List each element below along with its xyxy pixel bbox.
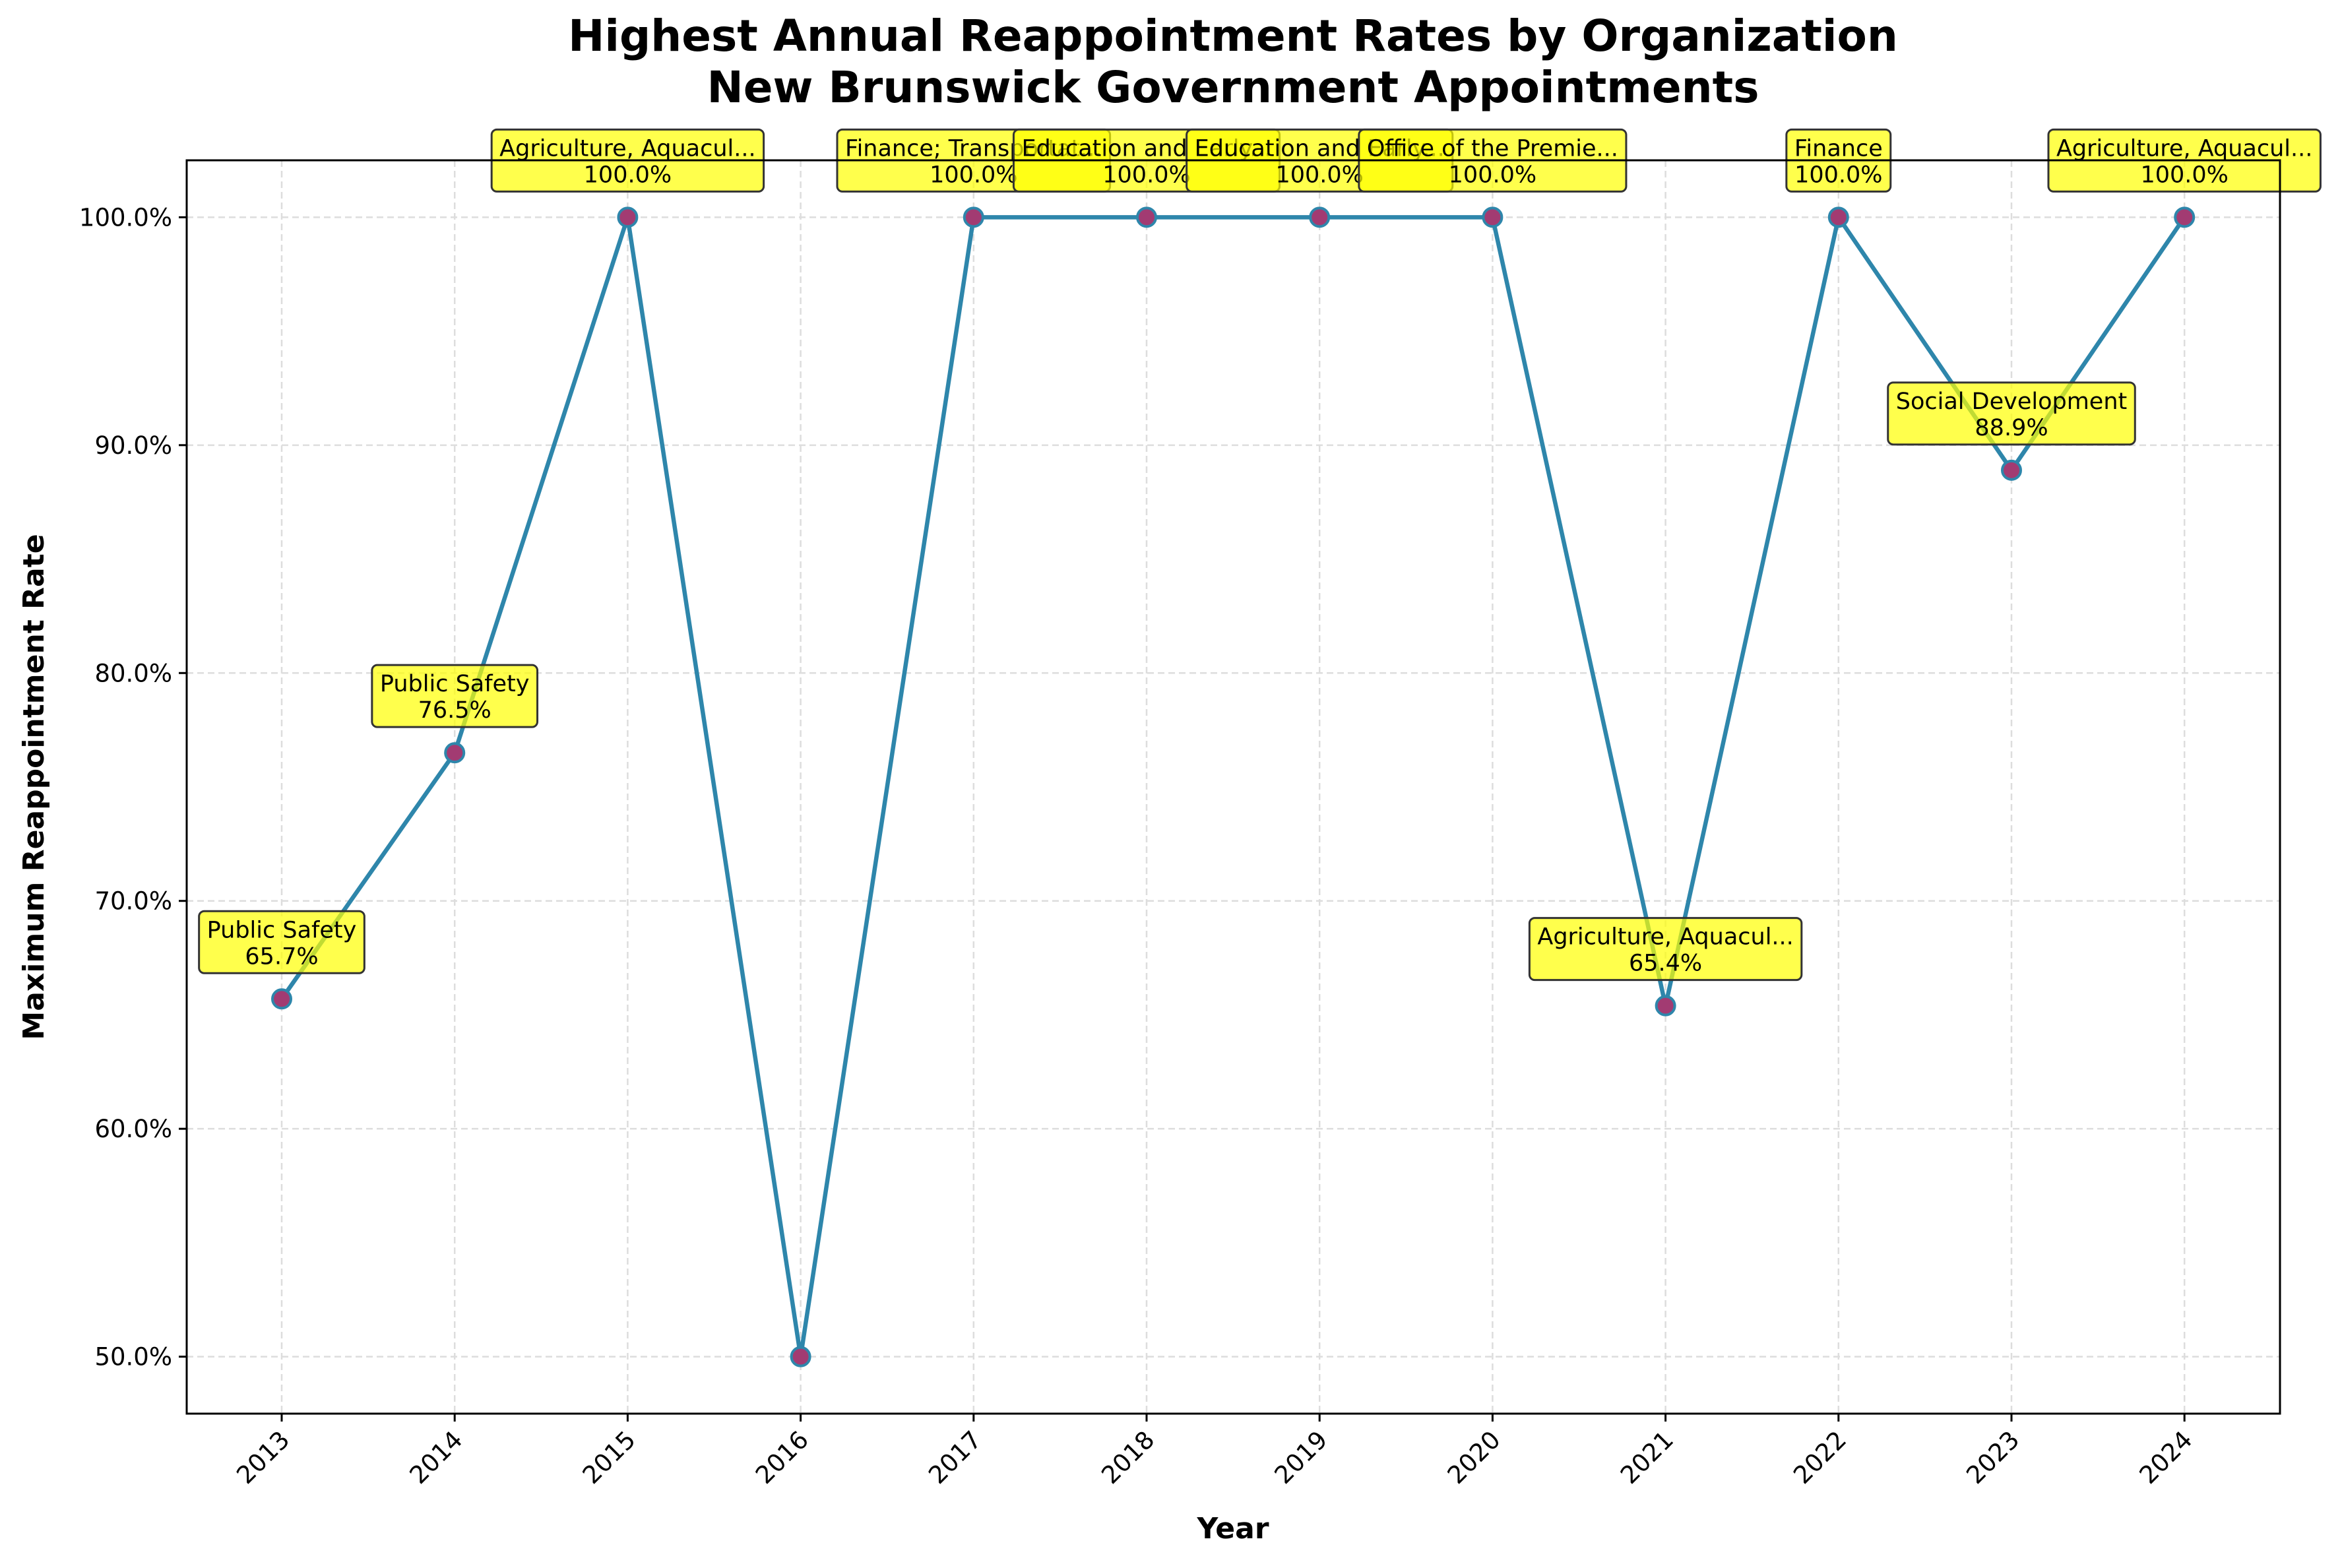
data-point (1309, 206, 1331, 228)
y-tick-label: 70.0% (94, 887, 172, 916)
annotation-value: 100.0% (2140, 162, 2228, 188)
annotation-box (371, 664, 539, 728)
annotation-value: 65.4% (1629, 951, 1702, 977)
y-tick-label: 90.0% (94, 431, 172, 460)
y-tick-label: 100.0% (79, 203, 172, 232)
annotation-box (198, 910, 365, 974)
data-point (444, 742, 466, 764)
chart-subtitle: New Brunswick Government Appointments (707, 62, 1759, 113)
data-point (271, 988, 292, 1010)
data-point (617, 206, 639, 228)
annotation-value: 76.5% (418, 697, 491, 724)
data-point (1827, 206, 1849, 228)
data-point (2001, 459, 2022, 481)
y-tick-label: 60.0% (94, 1115, 172, 1143)
annotation-org: Finance (1794, 135, 1883, 162)
annotation-org: Office of the Premie... (1367, 135, 1618, 162)
chart-title: Highest Annual Reappointment Rates by Or… (568, 11, 1898, 61)
data-point (2174, 206, 2196, 228)
annotation-value: 100.0% (584, 162, 672, 188)
data-point (963, 206, 984, 228)
series (271, 206, 2196, 1367)
annotation-value: 100.0% (1794, 162, 1882, 188)
annotation-org: Public Safety (207, 917, 357, 943)
annotation-value: 100.0% (1275, 162, 1363, 188)
data-point (1482, 206, 1503, 228)
annotation-org: Agriculture, Aquacul... (1537, 924, 1793, 951)
annotation-org: Public Safety (380, 671, 530, 697)
annotation-box (1528, 917, 1803, 982)
annotation-box (1887, 381, 2136, 446)
annotation-value: 88.9% (1975, 415, 2048, 441)
annotation-value: 100.0% (1449, 162, 1536, 188)
annotation-org: Social Development (1896, 389, 2128, 415)
series-line (280, 215, 2186, 1359)
y-axis-label: Maximum Reappointment Rate (17, 534, 51, 1040)
x-axis-label: Year (1196, 1512, 1269, 1546)
plot-frame (185, 159, 2281, 1415)
annotation-org: Agriculture, Aquacul... (499, 135, 755, 162)
annotation-value: 65.7% (245, 943, 318, 970)
data-point (790, 1346, 811, 1367)
data-point (1136, 206, 1157, 228)
y-tick-label: 80.0% (94, 659, 172, 687)
data-point (1655, 995, 1676, 1017)
annotation-value: 100.0% (1102, 162, 1190, 188)
annotation-value: 100.0% (930, 162, 1017, 188)
y-tick-label: 50.0% (94, 1343, 172, 1371)
annotation-org: Agriculture, Aquacul... (2056, 135, 2312, 162)
